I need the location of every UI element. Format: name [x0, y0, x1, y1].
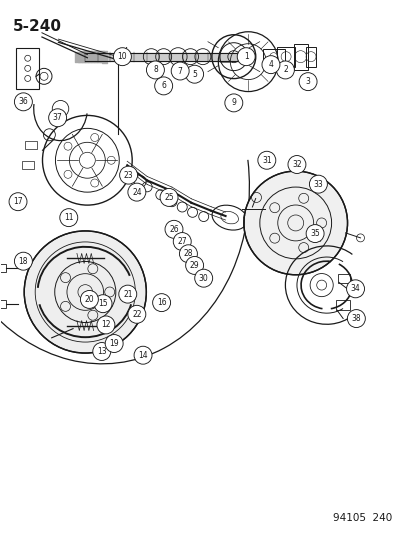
Circle shape [14, 252, 32, 270]
Circle shape [24, 231, 146, 353]
Circle shape [154, 77, 172, 95]
Circle shape [305, 224, 323, 243]
Bar [65, 321, 105, 330]
Circle shape [94, 295, 112, 313]
Text: 29: 29 [189, 261, 199, 270]
Text: 37: 37 [52, 113, 62, 122]
Text: 10: 10 [117, 52, 127, 61]
Text: 34: 34 [350, 284, 360, 293]
Text: 2: 2 [282, 66, 287, 75]
Text: 22: 22 [132, 310, 141, 319]
Bar [276, 47, 294, 67]
Text: 16: 16 [157, 298, 166, 307]
Text: 23: 23 [123, 171, 133, 180]
Circle shape [347, 310, 364, 328]
Bar [21, 161, 33, 169]
Text: 33: 33 [313, 180, 323, 189]
Circle shape [346, 280, 363, 298]
Bar [17, 48, 39, 88]
Text: 5: 5 [192, 70, 197, 79]
Circle shape [173, 232, 191, 251]
Circle shape [93, 343, 111, 360]
Circle shape [119, 166, 137, 184]
Text: 6: 6 [161, 82, 166, 91]
Circle shape [160, 189, 178, 206]
Circle shape [128, 183, 145, 201]
Text: 9: 9 [231, 99, 236, 107]
Text: 21: 21 [123, 289, 132, 298]
Bar [305, 47, 315, 67]
Text: 94105  240: 94105 240 [332, 513, 392, 522]
Text: 25: 25 [164, 193, 173, 202]
Circle shape [179, 245, 197, 263]
Bar [293, 44, 307, 70]
Text: 27: 27 [177, 237, 187, 246]
Circle shape [128, 305, 145, 324]
Text: 1: 1 [243, 52, 248, 61]
Circle shape [243, 171, 347, 275]
Circle shape [299, 72, 316, 91]
Text: 4: 4 [268, 60, 273, 69]
Text: 14: 14 [138, 351, 147, 360]
Circle shape [113, 47, 131, 66]
Bar [335, 300, 349, 310]
Bar [0, 300, 6, 308]
Text: 3: 3 [305, 77, 310, 86]
Circle shape [165, 220, 183, 238]
Text: 5-240: 5-240 [13, 20, 62, 35]
Circle shape [261, 55, 279, 74]
Circle shape [59, 208, 78, 227]
Circle shape [49, 109, 66, 127]
Bar [64, 324, 78, 334]
Circle shape [9, 193, 27, 211]
Text: 19: 19 [109, 339, 119, 348]
Text: 26: 26 [169, 225, 178, 234]
Circle shape [194, 269, 212, 287]
Text: 38: 38 [351, 314, 360, 323]
Circle shape [257, 151, 275, 169]
Text: 30: 30 [198, 273, 208, 282]
Text: 35: 35 [309, 229, 319, 238]
Text: 8: 8 [153, 66, 157, 75]
Text: 24: 24 [132, 188, 141, 197]
Text: 36: 36 [19, 98, 28, 106]
Bar [86, 330, 100, 340]
Circle shape [171, 62, 189, 80]
Text: 7: 7 [177, 67, 182, 76]
Circle shape [134, 346, 152, 364]
Bar [103, 312, 117, 322]
Circle shape [276, 61, 294, 79]
Circle shape [146, 61, 164, 79]
Text: 15: 15 [98, 299, 107, 308]
Circle shape [14, 93, 32, 111]
Text: 31: 31 [261, 156, 271, 165]
Bar [262, 49, 284, 64]
Circle shape [185, 65, 203, 83]
Text: 17: 17 [13, 197, 23, 206]
Text: 28: 28 [183, 249, 193, 259]
Circle shape [237, 47, 254, 66]
Text: 12: 12 [101, 320, 110, 329]
Bar [0, 264, 6, 271]
Bar [99, 323, 113, 333]
Circle shape [309, 175, 327, 193]
Circle shape [152, 294, 170, 312]
Circle shape [80, 290, 98, 309]
Circle shape [97, 316, 114, 334]
Circle shape [287, 156, 305, 173]
Text: 18: 18 [19, 257, 28, 265]
Circle shape [105, 335, 123, 352]
Bar [24, 141, 36, 149]
Bar [70, 254, 100, 266]
Circle shape [185, 256, 203, 274]
Bar [320, 233, 330, 245]
Bar [337, 273, 349, 284]
Text: 13: 13 [97, 347, 106, 356]
Circle shape [119, 285, 136, 303]
Circle shape [224, 94, 242, 112]
Text: 32: 32 [292, 160, 301, 169]
Text: 20: 20 [84, 295, 94, 304]
Text: 11: 11 [64, 213, 74, 222]
